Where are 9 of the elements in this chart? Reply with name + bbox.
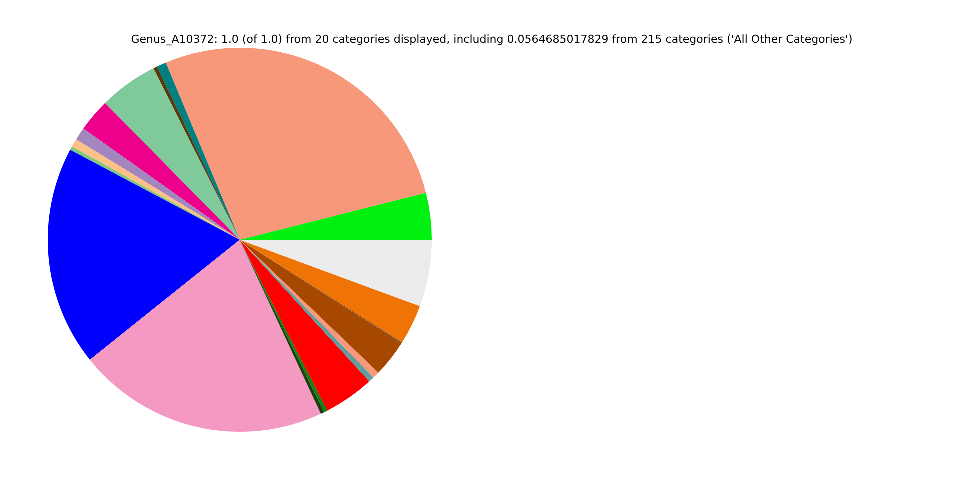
- pie-slice: [240, 192, 432, 240]
- text: Genus_A10372: 1.0 (of 1.0) from 20 categories displayed, including 0.0564685017829 from 215 categories ('All Other Categories'): [131, 33, 853, 46]
- pie-slice: [48, 150, 240, 360]
- pie-slice: [240, 240, 402, 373]
- pie-slice: [84, 103, 240, 240]
- pie-slice: [90, 240, 322, 432]
- pie-slice: [105, 68, 240, 240]
- pie-slice: [240, 240, 370, 411]
- pie-slice: [240, 240, 432, 306]
